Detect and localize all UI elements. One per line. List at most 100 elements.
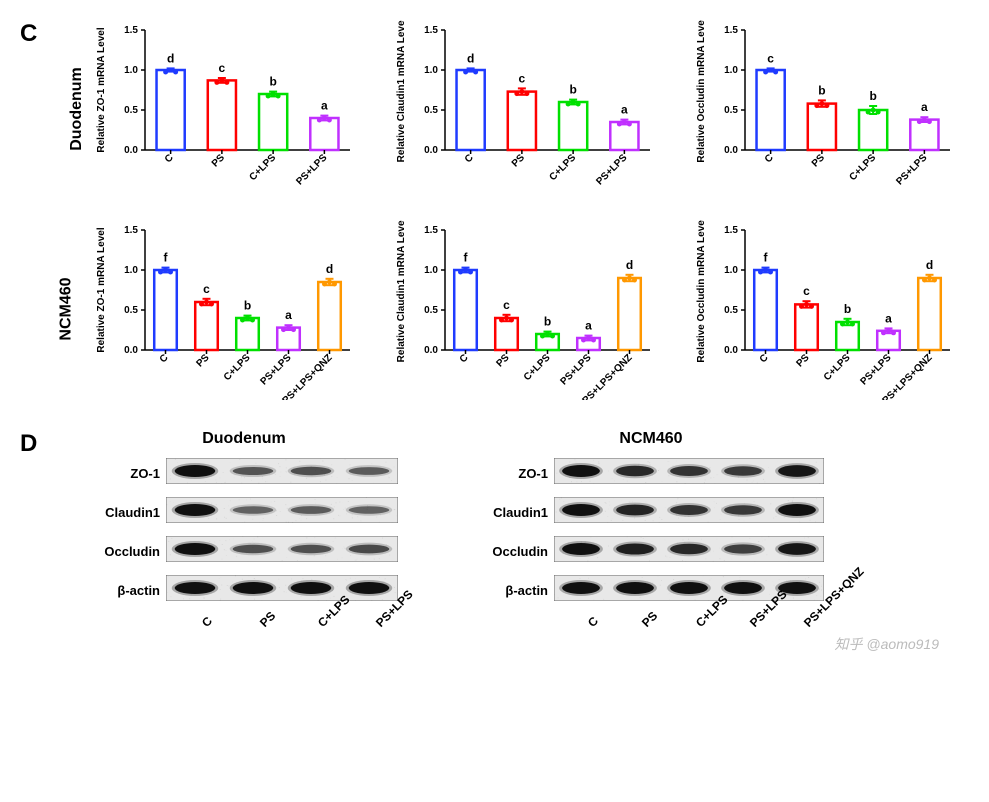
bar bbox=[495, 318, 518, 350]
bar bbox=[508, 92, 536, 150]
svg-text:Relative Occludin mRNA Level: Relative Occludin mRNA Level bbox=[696, 20, 707, 163]
chart-cell: 0.00.51.01.5Relative Claudin1 mRNA Level… bbox=[390, 220, 660, 400]
svg-text:PS+LPS: PS+LPS bbox=[259, 352, 294, 387]
bar bbox=[757, 70, 785, 150]
svg-text:0.0: 0.0 bbox=[124, 345, 138, 356]
svg-text:PS+LPS: PS+LPS bbox=[294, 152, 329, 187]
svg-text:d: d bbox=[467, 51, 474, 65]
watermark-text: 知乎 @aomo919 bbox=[835, 634, 939, 654]
svg-text:c: c bbox=[203, 282, 210, 296]
blot-band-container bbox=[166, 575, 398, 606]
svg-text:d: d bbox=[167, 51, 174, 65]
svg-text:1.5: 1.5 bbox=[724, 225, 738, 236]
svg-text:Relative Claudin1 mRNA Level: Relative Claudin1 mRNA Level bbox=[396, 220, 407, 362]
blot-band bbox=[166, 575, 398, 601]
bar bbox=[318, 282, 341, 350]
bar-chart: 0.00.51.01.5Relative ZO-1 mRNA LeveldCcP… bbox=[90, 20, 360, 200]
bar bbox=[208, 80, 236, 150]
blot-row: Claudin1 bbox=[90, 497, 398, 528]
chart-row: Duodenum0.00.51.01.5Relative ZO-1 mRNA L… bbox=[90, 20, 969, 200]
blot-band bbox=[554, 458, 824, 484]
svg-text:Relative ZO-1 mRNA Level: Relative ZO-1 mRNA Level bbox=[96, 227, 107, 352]
svg-text:0.5: 0.5 bbox=[424, 105, 438, 116]
svg-text:1.0: 1.0 bbox=[724, 65, 738, 76]
protein-label: Occludin bbox=[90, 544, 160, 559]
lane-label: PS bbox=[257, 609, 278, 630]
svg-text:a: a bbox=[585, 319, 592, 333]
svg-text:c: c bbox=[219, 61, 226, 75]
blot-row: Occludin bbox=[478, 536, 824, 567]
blot-band bbox=[554, 536, 824, 562]
lane-label: PS bbox=[639, 609, 660, 630]
bar-chart: 0.00.51.01.5Relative ZO-1 mRNA LevelfCcP… bbox=[90, 220, 360, 400]
bar bbox=[154, 270, 177, 350]
bar-chart: 0.0 0.5 1.0 1.5 Relative Claudin1 mRNA Level… bbox=[390, 20, 660, 200]
blot-band-container bbox=[166, 458, 398, 489]
blot-band bbox=[166, 536, 398, 562]
svg-text:a: a bbox=[921, 100, 928, 114]
bar bbox=[310, 118, 338, 150]
svg-text:0.0: 0.0 bbox=[424, 145, 438, 156]
svg-text:a: a bbox=[285, 308, 292, 322]
bar bbox=[808, 104, 836, 150]
svg-text:C: C bbox=[163, 152, 176, 165]
svg-text:1.0: 1.0 bbox=[424, 65, 438, 76]
svg-text:0.0: 0.0 bbox=[424, 345, 438, 356]
protein-label: Occludin bbox=[478, 544, 548, 559]
blot-band-container bbox=[166, 536, 398, 567]
svg-text:c: c bbox=[519, 71, 526, 85]
bar-chart: 0.00.51.01.5Relative Occludin mRNA Level… bbox=[690, 20, 960, 200]
svg-text:PS: PS bbox=[794, 352, 811, 369]
svg-text:1.5: 1.5 bbox=[424, 25, 438, 36]
blot-band bbox=[554, 497, 824, 523]
svg-text:f: f bbox=[764, 251, 769, 265]
svg-text:d: d bbox=[326, 262, 333, 276]
svg-text:0.5: 0.5 bbox=[424, 305, 438, 316]
bar-chart: 0.00.51.01.5Relative Claudin1 mRNA Level… bbox=[390, 220, 660, 400]
svg-text:1.0: 1.0 bbox=[124, 65, 138, 76]
bar bbox=[754, 270, 777, 350]
chart-cell: 0.00.51.01.5Relative Occludin mRNA Level… bbox=[690, 220, 960, 400]
blot-band-container bbox=[554, 536, 824, 567]
bar bbox=[195, 302, 218, 350]
blot-row: ZO-1 bbox=[90, 458, 398, 489]
row-label: NCM460 bbox=[58, 277, 76, 340]
chart-grid: Duodenum0.00.51.01.5Relative ZO-1 mRNA L… bbox=[90, 20, 969, 400]
svg-text:a: a bbox=[321, 99, 328, 113]
svg-text:b: b bbox=[244, 299, 251, 313]
blot-band-container bbox=[166, 497, 398, 528]
svg-text:PS: PS bbox=[194, 352, 211, 369]
bar bbox=[859, 110, 887, 150]
svg-text:0.5: 0.5 bbox=[124, 105, 138, 116]
bar bbox=[918, 278, 941, 350]
svg-text:c: c bbox=[767, 51, 774, 65]
svg-text:PS: PS bbox=[210, 152, 227, 169]
svg-text:b: b bbox=[544, 315, 551, 329]
svg-text:d: d bbox=[926, 258, 933, 272]
svg-text:b: b bbox=[569, 83, 576, 97]
svg-text:a: a bbox=[621, 103, 628, 117]
panel-d: D DuodenumZO-1Claudin1Occludinβ-actinCPS… bbox=[20, 430, 969, 664]
bar bbox=[157, 70, 185, 150]
svg-text:PS: PS bbox=[510, 152, 527, 169]
svg-text:Relative Claudin1 mRNA Level: Relative Claudin1 mRNA Level bbox=[396, 20, 407, 162]
svg-text:1.0: 1.0 bbox=[124, 265, 138, 276]
svg-text:c: c bbox=[803, 284, 810, 298]
chart-cell: 0.00.51.01.5Relative ZO-1 mRNA LevelfCcP… bbox=[90, 220, 360, 400]
svg-text:0.0: 0.0 bbox=[724, 145, 738, 156]
svg-text:0.0: 0.0 bbox=[124, 145, 138, 156]
chart-cell: 0.0 0.5 1.0 1.5 Relative Claudin1 mRNA Level… bbox=[390, 20, 660, 200]
lane-label: C bbox=[585, 614, 601, 630]
svg-text:C+LPS: C+LPS bbox=[247, 152, 278, 183]
svg-text:C+LPS: C+LPS bbox=[847, 152, 878, 183]
bar bbox=[618, 278, 641, 350]
chart-cell: 0.00.51.01.5Relative Occludin mRNA Level… bbox=[690, 20, 960, 200]
panel-c: C Duodenum0.00.51.01.5Relative ZO-1 mRNA… bbox=[20, 20, 969, 400]
protein-label: Claudin1 bbox=[90, 505, 160, 520]
svg-text:C+LPS: C+LPS bbox=[822, 352, 853, 383]
svg-text:PS+LPS: PS+LPS bbox=[859, 352, 894, 387]
bar bbox=[610, 122, 638, 150]
svg-text:PS: PS bbox=[810, 152, 827, 169]
svg-text:C+LPS: C+LPS bbox=[222, 352, 253, 383]
blot-lane-labels: CPSC+LPSPS+LPS bbox=[166, 614, 398, 664]
